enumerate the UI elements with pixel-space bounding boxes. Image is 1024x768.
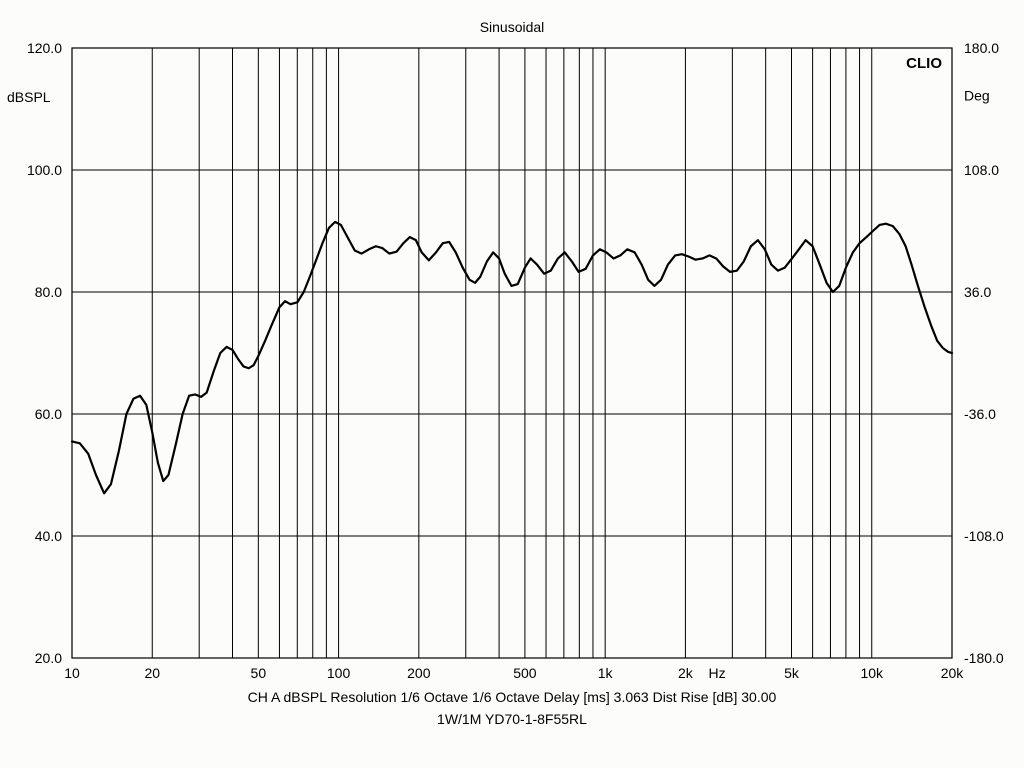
y-right-tick-label: -36.0 [964,406,996,422]
x-tick-label: 1k [598,665,614,681]
x-tick-label: 2k [678,665,694,681]
footer-line-1: CH A dBSPL Resolution 1/6 Octave 1/6 Oct… [248,689,777,705]
x-tick-label: 10k [860,665,884,681]
plot-area [72,48,952,658]
y-left-tick-label: 40.0 [35,528,62,544]
y-left-axis-label: dBSPL [7,89,51,105]
y-right-tick-label: -180.0 [964,650,1004,666]
x-tick-label: 200 [407,665,431,681]
y-right-tick-label: -108.0 [964,528,1004,544]
chart-title: Sinusoidal [480,19,545,35]
x-tick-label: 5k [784,665,800,681]
x-tick-label: 500 [513,665,537,681]
y-left-tick-label: 120.0 [27,40,62,56]
x-tick-label: 10 [64,665,80,681]
y-left-tick-label: 80.0 [35,284,62,300]
y-left-tick-label: 20.0 [35,650,62,666]
y-right-tick-label: 36.0 [964,284,991,300]
y-left-tick-label: 60.0 [35,406,62,422]
y-right-tick-label: 180.0 [964,40,999,56]
y-right-tick-label: 108.0 [964,162,999,178]
x-tick-label: 50 [251,665,267,681]
footer-line-2: 1W/1M YD70-1-8F55RL [437,711,587,727]
x-tick-label: 100 [327,665,351,681]
y-left-tick-label: 100.0 [27,162,62,178]
x-tick-label: 20k [941,665,965,681]
x-tick-label: 20 [144,665,160,681]
y-right-axis-label: Deg [964,87,990,103]
watermark: CLIO [906,55,942,72]
x-axis-label: Hz [708,665,725,681]
